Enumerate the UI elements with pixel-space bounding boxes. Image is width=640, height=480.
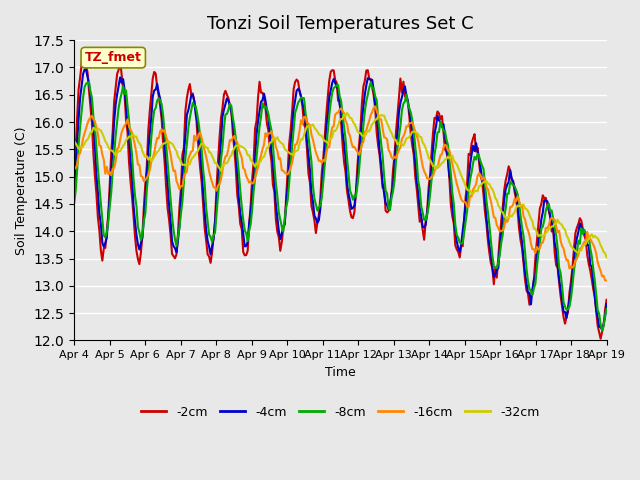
-8cm bbox=[575, 238, 582, 243]
-16cm bbox=[575, 252, 582, 257]
-32cm bbox=[247, 157, 255, 163]
-2cm bbox=[575, 221, 582, 227]
-2cm bbox=[79, 48, 87, 54]
-8cm bbox=[70, 201, 78, 206]
-8cm bbox=[598, 327, 606, 333]
-32cm bbox=[256, 160, 264, 166]
-4cm bbox=[257, 99, 265, 105]
-8cm bbox=[257, 114, 265, 120]
-16cm bbox=[70, 166, 78, 172]
-4cm bbox=[598, 327, 606, 333]
-16cm bbox=[247, 179, 255, 184]
-32cm bbox=[603, 254, 611, 260]
-2cm bbox=[230, 146, 238, 152]
-32cm bbox=[70, 139, 78, 144]
Line: -32cm: -32cm bbox=[74, 113, 607, 257]
-8cm bbox=[137, 237, 145, 243]
-32cm bbox=[575, 250, 582, 255]
-16cm bbox=[371, 104, 379, 109]
-2cm bbox=[603, 297, 611, 303]
-2cm bbox=[248, 177, 256, 183]
-2cm bbox=[137, 250, 145, 255]
-4cm bbox=[603, 301, 611, 307]
-4cm bbox=[575, 229, 582, 235]
-32cm bbox=[303, 123, 311, 129]
-16cm bbox=[136, 162, 143, 168]
-16cm bbox=[303, 120, 311, 126]
Line: -8cm: -8cm bbox=[74, 82, 607, 330]
-4cm bbox=[305, 152, 312, 158]
X-axis label: Time: Time bbox=[325, 366, 356, 379]
-16cm bbox=[229, 135, 237, 141]
-4cm bbox=[230, 137, 238, 143]
-16cm bbox=[256, 158, 264, 164]
Text: TZ_fmet: TZ_fmet bbox=[85, 51, 141, 64]
Line: -4cm: -4cm bbox=[74, 70, 607, 330]
Y-axis label: Soil Temperature (C): Soil Temperature (C) bbox=[15, 126, 28, 254]
-2cm bbox=[70, 173, 78, 179]
-4cm bbox=[82, 67, 90, 72]
Line: -16cm: -16cm bbox=[74, 107, 607, 281]
-8cm bbox=[85, 79, 93, 85]
-32cm bbox=[136, 140, 143, 146]
-8cm bbox=[248, 207, 256, 213]
-32cm bbox=[343, 110, 351, 116]
-4cm bbox=[137, 240, 145, 246]
-4cm bbox=[70, 187, 78, 192]
-8cm bbox=[305, 134, 312, 140]
-32cm bbox=[229, 148, 237, 154]
-2cm bbox=[257, 90, 265, 96]
-8cm bbox=[230, 123, 238, 129]
Legend: -2cm, -4cm, -8cm, -16cm, -32cm: -2cm, -4cm, -8cm, -16cm, -32cm bbox=[136, 401, 545, 424]
-8cm bbox=[603, 306, 611, 312]
-16cm bbox=[603, 278, 611, 284]
Line: -2cm: -2cm bbox=[74, 51, 607, 339]
-4cm bbox=[248, 194, 256, 200]
Title: Tonzi Soil Temperatures Set C: Tonzi Soil Temperatures Set C bbox=[207, 15, 474, 33]
-2cm bbox=[596, 336, 604, 342]
-2cm bbox=[305, 171, 312, 177]
